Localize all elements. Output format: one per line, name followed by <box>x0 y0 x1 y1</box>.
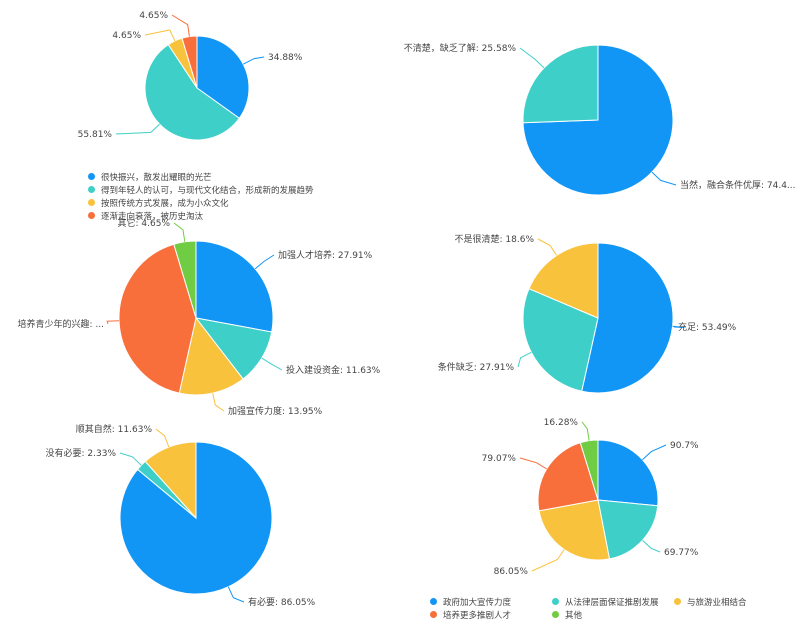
pie-chart-6: 90.7% 69.77% 86.05% 79.07% 16.28% <box>482 418 699 577</box>
pie-data-label: 充足: 53.49% <box>678 321 737 333</box>
legend-marker-icon <box>88 173 95 180</box>
pie-data-label: 69.77% <box>664 548 699 558</box>
pie-data-label: 顺其自然: 11.63% <box>76 423 153 435</box>
pie-label-line <box>144 29 176 42</box>
legend-row: 培养更多推剧人才 其他 <box>430 608 796 621</box>
pie-label-line <box>672 325 685 328</box>
pie-data-label: 条件缺乏: 27.91% <box>438 361 515 373</box>
pie-label-line <box>519 47 545 69</box>
pie-data-label: 不是很清楚: 18.6% <box>455 233 535 245</box>
legend-label: 其他 <box>565 610 583 621</box>
pie-label-line <box>537 238 558 256</box>
pie-data-label: 55.81% <box>78 130 113 140</box>
legend-item[interactable]: 很快振兴，散发出耀眼的光芒 <box>88 170 314 183</box>
pie-label-line <box>115 123 160 135</box>
pie-slice <box>522 44 674 196</box>
legend-marker-icon <box>674 598 681 605</box>
pie-slice <box>528 242 599 319</box>
pie-label-line <box>581 421 590 441</box>
pie-label-line <box>531 549 565 572</box>
pie-label-line <box>155 428 170 448</box>
pie-label-line <box>212 393 225 412</box>
legend-marker-icon <box>88 186 95 193</box>
pie-slice <box>597 439 659 507</box>
pie-data-label: 86.05% <box>494 567 529 577</box>
pie-label-line <box>227 586 245 603</box>
legend-row: 政府加大宣传力度 从法律层面保证推剧发展 与旅游业相结合 <box>430 595 796 608</box>
pie-slice <box>178 316 244 396</box>
legend-item[interactable]: 从法律层面保证推剧发展 <box>552 596 674 608</box>
pie-data-label: 90.7% <box>670 441 699 451</box>
pie-data-label: 没有必要: 2.33% <box>46 447 117 459</box>
pie-slice <box>581 242 674 394</box>
legend-label: 从法律层面保证推剧发展 <box>565 597 659 608</box>
legend-item[interactable]: 得到年轻人的认可，与现代文化结合，形成新的发展趋势 <box>88 183 314 196</box>
pie-label-line <box>173 222 186 242</box>
chart-1-legend: 很快振兴，散发出耀眼的光芒得到年轻人的认可，与现代文化结合，形成新的发展趋势 按照… <box>88 170 314 222</box>
pie-label-line <box>261 357 283 371</box>
pie-label-line <box>651 171 677 186</box>
pie-slice <box>144 441 197 520</box>
pie-chart-2: 当然，融合条件优厚: 74.4... 不清楚，缺乏了解: 25.58% <box>404 42 796 196</box>
pie-data-label: 4.65% <box>139 11 168 21</box>
pie-label-line <box>519 457 547 470</box>
pie-chart-3: 加强人才培养: 27.91% 投入建设资金: 11.63% 加强宣传力度: 13.9… <box>18 217 381 417</box>
pie-data-label: 34.88% <box>268 53 303 63</box>
pie-label-line <box>119 452 142 466</box>
legend-item[interactable]: 政府加大宣传力度 <box>430 596 552 608</box>
pie-data-label: 加强宣传力度: 13.95% <box>228 405 323 417</box>
pie-data-label: 培养青少年的兴趣: ... <box>18 318 104 330</box>
pie-data-label: 其它: 4.65% <box>118 217 171 229</box>
pie-label-line <box>254 254 275 270</box>
pie-data-label: 有必要: 86.05% <box>248 596 316 608</box>
pie-data-label: 4.65% <box>112 31 141 41</box>
legend-label: 与旅游业相结合 <box>687 597 747 608</box>
pie-slice <box>522 44 599 124</box>
pie-data-label: 16.28% <box>544 418 579 428</box>
legend-marker-icon <box>430 598 437 605</box>
legend-item[interactable]: 逐渐走向衰落，被历史淘汰 <box>88 209 314 222</box>
pie-label-line <box>642 444 667 461</box>
legend-label: 按照传统方式发展，成为小众文化 <box>101 198 229 209</box>
pie-label-line <box>106 320 120 325</box>
pie-slice <box>195 240 274 333</box>
pie-slice <box>522 287 599 392</box>
pie-chart-1: 34.88% 55.81% 4.65% 4.65% <box>78 11 303 141</box>
chart-6-legend: 政府加大宣传力度 从法律层面保证推剧发展 与旅游业相结合培养更多推剧人才 其他 <box>430 595 796 621</box>
pie-data-label: 不清楚，缺乏了解: 25.58% <box>404 42 517 54</box>
pie-data-label: 当然，融合条件优厚: 74.4... <box>680 179 796 191</box>
pie-data-label: 加强人才培养: 27.91% <box>278 249 373 261</box>
legend-label: 政府加大宣传力度 <box>443 597 512 608</box>
pie-slice <box>538 499 611 561</box>
legend-label: 逐渐走向衰落，被历史淘汰 <box>101 211 204 222</box>
pie-slice <box>144 43 240 141</box>
legend-marker-icon <box>88 199 95 206</box>
pie-data-label: 投入建设资金: 11.63% <box>286 364 381 376</box>
legend-item[interactable]: 其他 <box>552 609 674 621</box>
pie-label-line <box>171 14 190 37</box>
pie-data-label: 79.07% <box>482 454 517 464</box>
legend-marker-icon <box>88 212 95 219</box>
pie-label-line <box>242 56 265 65</box>
legend-label: 得到年轻人的认可，与现代文化结合，形成新的发展趋势 <box>101 185 314 196</box>
legend-item[interactable]: 按照传统方式发展，成为小众文化 <box>88 196 314 209</box>
legend-marker-icon <box>552 611 559 618</box>
pie-slice <box>173 240 197 319</box>
pie-chart-4: 充足: 53.49% 条件缺乏: 27.91% 不是很清楚: 18.6% <box>438 233 737 394</box>
pie-label-line <box>642 539 661 553</box>
legend-item[interactable]: 培养更多推剧人才 <box>430 609 552 621</box>
pie-chart-5: 有必要: 86.05% 没有必要: 2.33% 顺其自然: 11.63% <box>46 423 316 608</box>
legend-item[interactable]: 与旅游业相结合 <box>674 596 796 608</box>
legend-label: 培养更多推剧人才 <box>443 610 512 621</box>
legend-marker-icon <box>552 598 559 605</box>
legend-label: 很快振兴，散发出耀眼的光芒 <box>101 172 212 183</box>
pie-label-line <box>517 351 532 368</box>
pie-slice <box>196 35 250 119</box>
legend-marker-icon <box>430 611 437 618</box>
